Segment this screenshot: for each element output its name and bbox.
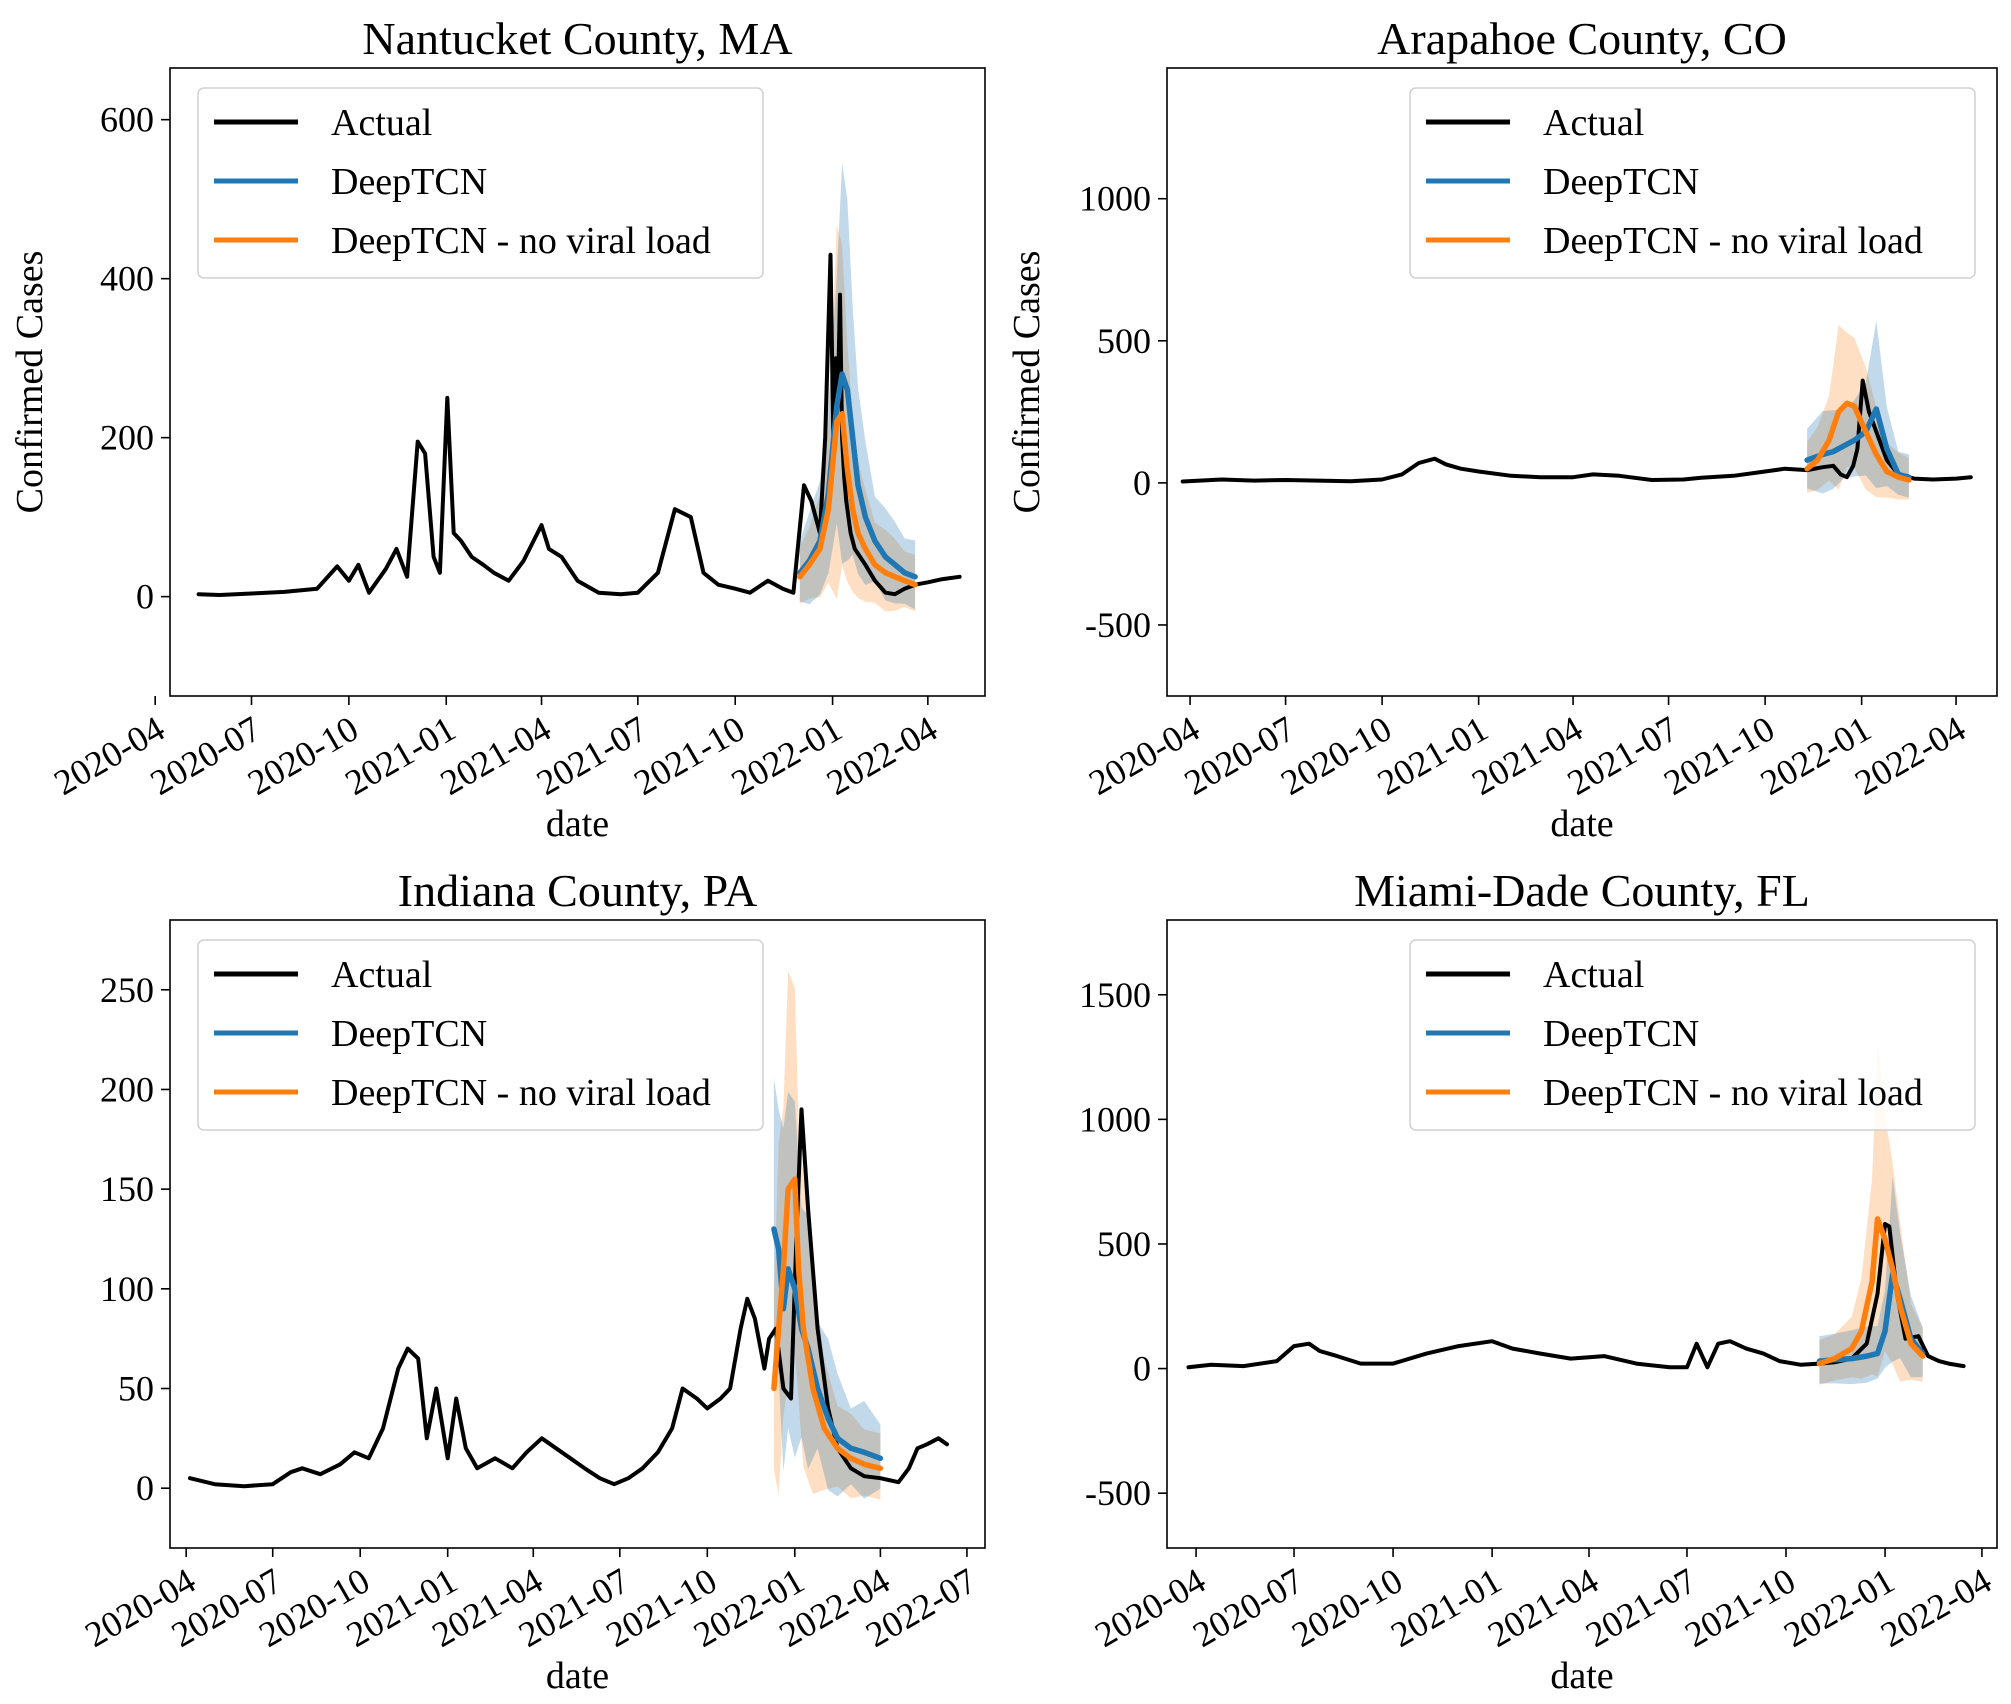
- y-tick-label: 1000: [1079, 179, 1151, 219]
- y-tick-label: 0: [1133, 463, 1151, 503]
- legend-box: [197, 87, 764, 279]
- x-tick-label: 2021-07: [530, 708, 654, 803]
- x-tick-label: 2020-07: [1186, 1560, 1310, 1655]
- y-tick-label: 200: [100, 418, 154, 458]
- x-tick-label: 2020-07: [144, 708, 268, 803]
- y-tick-label: 250: [100, 970, 154, 1010]
- legend-actual-label: Actual: [331, 954, 432, 996]
- x-axis-label: date: [546, 1655, 609, 1697]
- line-no-viral-load: [1816, 1216, 1926, 1367]
- y-tick-label: 0: [136, 1468, 154, 1508]
- legend-box: [1409, 87, 1976, 279]
- band-deeptcn: [773, 1077, 881, 1499]
- y-tick-label: 400: [100, 259, 154, 299]
- chart-title: Arapahoe County, CO: [1377, 13, 1787, 64]
- x-tick-label: 2021-04: [434, 708, 558, 803]
- axes-frame: [169, 67, 986, 697]
- x-tick-label: 2021-04: [1465, 708, 1589, 803]
- y-tick-label: 600: [100, 100, 154, 140]
- y-tick-label: 0: [136, 577, 154, 617]
- y-tick-label: 500: [1097, 321, 1151, 361]
- x-tick-label: 2020-04: [1082, 708, 1206, 803]
- legend-deeptcn-label: DeepTCN: [331, 161, 487, 203]
- plot-area: [188, 971, 949, 1500]
- x-tick-label: 2020-04: [1088, 1560, 1212, 1655]
- y-tick-label: 1500: [1079, 975, 1151, 1015]
- y-axis-label: Confirmed Cases: [9, 251, 51, 514]
- x-tick-label: 2022-04: [1874, 1560, 1998, 1655]
- band-deeptcn: [1819, 1176, 1923, 1385]
- chart-title: Miami-Dade County, FL: [1354, 865, 1810, 916]
- chart-title: Nantucket County, MA: [362, 13, 792, 64]
- x-tick-label: 2021-07: [1579, 1560, 1703, 1655]
- y-tick-label: 0: [1133, 1349, 1151, 1389]
- x-tick-label: 2020-10: [241, 708, 365, 803]
- legend-box: [197, 939, 764, 1131]
- y-axis-label: Confirmed Cases: [1006, 251, 1048, 514]
- legend: Actual DeepTCN DeepTCN - no viral load: [197, 939, 764, 1131]
- chart-2: -500050010002020-042020-072020-102021-01…: [1006, 13, 1998, 845]
- x-tick-label: 2020-10: [1274, 708, 1398, 803]
- x-tick-label: 2022-04: [820, 708, 944, 803]
- line-no-viral-load: [1804, 400, 1912, 483]
- y-tick-label: 500: [1097, 1224, 1151, 1264]
- y-tick-label: -500: [1085, 1473, 1151, 1513]
- x-axis-label: date: [1550, 803, 1613, 845]
- x-tick-label: 2021-10: [1657, 708, 1781, 803]
- x-axis-label: date: [1550, 1655, 1613, 1697]
- band-no-viral-load: [773, 971, 881, 1500]
- legend: Actual DeepTCN DeepTCN - no viral load: [1409, 939, 1976, 1131]
- plot-area: [196, 163, 962, 612]
- line-actual: [188, 1107, 949, 1489]
- axes-frame: [1166, 919, 1998, 1549]
- x-tick-label: 2021-10: [1678, 1560, 1802, 1655]
- x-tick-label: 2021-01: [338, 708, 462, 803]
- line-actual: [196, 252, 962, 597]
- y-tick-label: 50: [118, 1369, 154, 1409]
- legend-no-viral-load-label: DeepTCN - no viral load: [1543, 220, 1923, 262]
- legend-deeptcn-label: DeepTCN: [331, 1013, 487, 1055]
- x-tick-label: 2021-04: [1481, 1560, 1605, 1655]
- x-tick-label: 2020-04: [47, 708, 171, 803]
- line-no-viral-load: [771, 1176, 884, 1472]
- x-tick-label: 2022-04: [1848, 708, 1972, 803]
- x-axis-label: date: [546, 803, 609, 845]
- x-tick-label: 2021-10: [627, 708, 751, 803]
- legend-actual-label: Actual: [331, 102, 432, 144]
- y-tick-label: 100: [100, 1269, 154, 1309]
- chart-3: 0501001502002502020-042020-072020-102021…: [78, 865, 986, 1697]
- y-tick-label: 200: [100, 1069, 154, 1109]
- y-tick-label: 1000: [1079, 1099, 1151, 1139]
- x-tick-label: 2022-01: [725, 708, 849, 803]
- line-actual: [1186, 1222, 1966, 1370]
- chart-1: 02004006002020-042020-072020-102021-0120…: [9, 13, 986, 845]
- x-tick-label: 2020-07: [1178, 708, 1302, 803]
- chart-4: -5000500100015002020-042020-072020-10202…: [1079, 865, 1998, 1697]
- legend-deeptcn-label: DeepTCN: [1543, 161, 1699, 203]
- legend-no-viral-load-label: DeepTCN - no viral load: [331, 220, 711, 262]
- axes-frame: [1166, 67, 1998, 697]
- plot-area: [1180, 320, 1973, 500]
- x-tick-label: 2021-01: [1384, 1560, 1508, 1655]
- legend: Actual DeepTCN DeepTCN - no viral load: [197, 87, 764, 279]
- x-tick-label: 2020-10: [1285, 1560, 1409, 1655]
- line-deeptcn: [1804, 406, 1912, 480]
- y-tick-label: -500: [1085, 605, 1151, 645]
- legend-no-viral-load-label: DeepTCN - no viral load: [331, 1072, 711, 1114]
- x-tick-label: 2021-07: [1561, 708, 1685, 803]
- plot-area: [1186, 1044, 1966, 1385]
- legend-no-viral-load-label: DeepTCN - no viral load: [1543, 1072, 1923, 1114]
- legend-box: [1409, 939, 1976, 1131]
- legend-actual-label: Actual: [1543, 954, 1644, 996]
- chart-title: Indiana County, PA: [398, 865, 758, 916]
- axes-frame: [169, 919, 986, 1549]
- y-tick-label: 150: [100, 1169, 154, 1209]
- line-no-viral-load: [797, 411, 918, 588]
- legend-deeptcn-label: DeepTCN: [1543, 1013, 1699, 1055]
- legend-actual-label: Actual: [1543, 102, 1644, 144]
- legend: Actual DeepTCN DeepTCN - no viral load: [1409, 87, 1976, 279]
- x-tick-label: 2022-01: [1777, 1560, 1901, 1655]
